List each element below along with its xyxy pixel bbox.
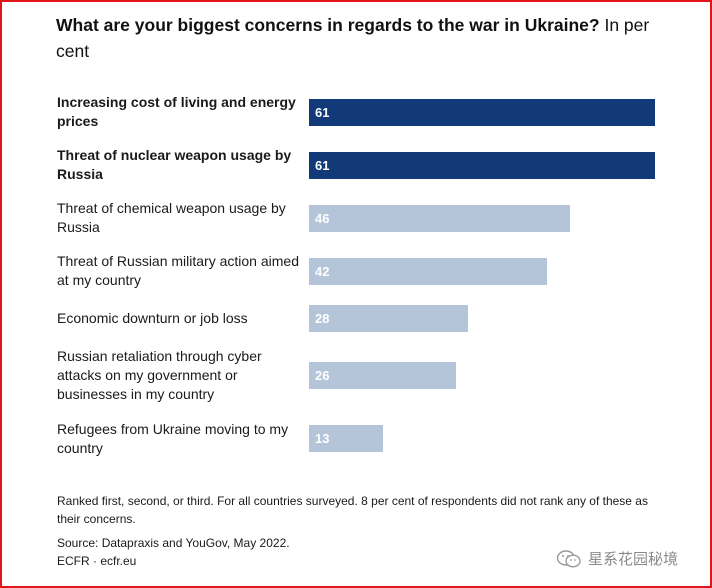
bar: 26 — [309, 362, 456, 389]
chart-title-unit: In per cent — [56, 15, 650, 61]
bar-value-label: 26 — [315, 368, 330, 383]
bar: 42 — [309, 258, 547, 285]
category-label: Threat of chemical weapon usage by Russi… — [57, 200, 286, 235]
category-label: Threat of Russian military action aimed … — [57, 253, 299, 288]
chart-title-main: What are your biggest concerns in regard… — [56, 15, 600, 35]
bar-value-label: 46 — [315, 211, 330, 226]
bar-value-label: 13 — [315, 431, 330, 446]
bar-value-label: 28 — [315, 311, 330, 326]
bar: 61 — [309, 99, 655, 126]
category-label: Russian retaliation through cyber attack… — [57, 348, 262, 402]
bar: 61 — [309, 152, 655, 179]
bar: 28 — [309, 305, 468, 332]
bar-value-label: 61 — [315, 105, 330, 120]
chart-footnote: Ranked first, second, or third. For all … — [57, 494, 648, 526]
bar-value-label: 42 — [315, 264, 330, 279]
category-label: Refugees from Ukraine moving to my count… — [57, 421, 289, 456]
wechat-icon — [556, 549, 581, 568]
bar: 13 — [309, 425, 383, 452]
category-label: Threat of nuclear weapon usage by Russia — [57, 147, 292, 182]
watermark: 星系花园秘境 — [556, 548, 678, 569]
bar-value-label: 61 — [315, 158, 330, 173]
category-label: Economic downturn or job loss — [57, 310, 248, 326]
chart-source: Source: Datapraxis and YouGov, May 2022. — [57, 536, 290, 550]
bar: 46 — [309, 205, 570, 232]
chart-title: What are your biggest concerns in regard… — [56, 12, 656, 64]
watermark-text: 星系花园秘境 — [588, 550, 679, 568]
chart-credit: ECFR · ecfr.eu — [57, 554, 137, 568]
category-label: Increasing cost of living and energy pri… — [57, 94, 296, 129]
